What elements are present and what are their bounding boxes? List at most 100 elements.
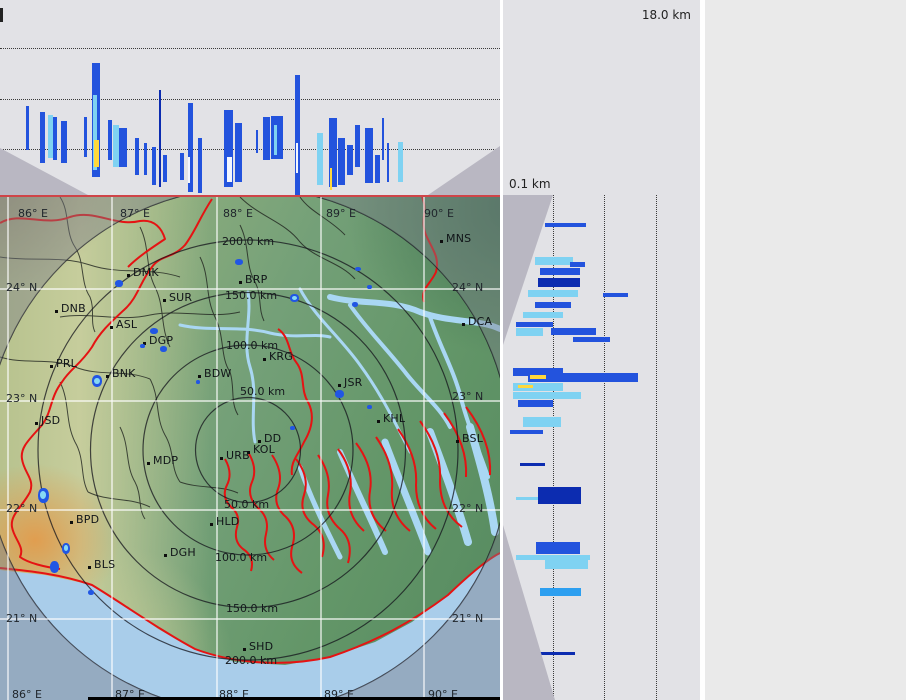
profile-bar <box>84 117 87 157</box>
profile-bar <box>536 542 580 554</box>
profile-bar <box>188 103 193 192</box>
city-dot <box>258 440 261 443</box>
echo-blob <box>160 346 167 352</box>
profile-bar <box>256 130 258 153</box>
city-dot <box>210 523 213 526</box>
profile-bar <box>510 430 543 434</box>
profile-bar <box>530 375 546 379</box>
echo-blob <box>62 543 70 554</box>
profile-bar <box>523 417 561 427</box>
city-label: URB <box>226 449 250 462</box>
city-label: SHD <box>249 640 274 653</box>
graticule <box>0 197 500 700</box>
range-ring-label: 50.0 km <box>224 498 270 511</box>
profile-bar <box>61 121 67 163</box>
city-dot <box>456 440 459 443</box>
lon-label: 90° E <box>424 207 454 220</box>
profile-bar <box>516 497 538 500</box>
profile-bar <box>355 125 360 167</box>
lon-label: 87° E <box>120 207 150 220</box>
range-ring-label: 150.0 km <box>226 602 279 615</box>
echo-blob <box>367 405 372 409</box>
lon-label: 86° E <box>12 688 42 700</box>
city-label: KHL <box>383 412 406 425</box>
echo-blob <box>335 390 344 398</box>
profile-bar <box>113 125 119 167</box>
profile-bar <box>520 463 545 466</box>
echo-blob <box>38 488 49 503</box>
city-dot <box>220 457 223 460</box>
profile-bar <box>26 106 29 150</box>
echo-core <box>94 377 100 384</box>
profile-bar <box>528 373 638 382</box>
profile-bar <box>163 155 167 182</box>
city-dot <box>35 422 38 425</box>
city-dot <box>55 310 58 313</box>
profile-bar <box>516 555 590 560</box>
profile-bar <box>545 560 588 569</box>
city-dot <box>377 420 380 423</box>
city-dot <box>70 521 73 524</box>
profile-bar <box>535 302 571 308</box>
window-corner-tick <box>0 8 3 22</box>
city-label: BRP <box>245 273 268 286</box>
profile-bar <box>227 157 232 182</box>
city-dot <box>88 566 91 569</box>
profile-bar <box>516 322 553 327</box>
echo-blob <box>150 328 158 334</box>
profile-bar <box>375 155 380 183</box>
city-label: DMK <box>133 266 159 279</box>
echo-core <box>63 545 68 551</box>
city-label: DD <box>264 432 282 445</box>
echo-blob <box>290 426 295 430</box>
city-label: BDW <box>204 367 232 380</box>
profile-bar <box>188 157 190 183</box>
city-label: PRL <box>56 357 78 370</box>
profile-bar <box>570 262 585 267</box>
echo-blob <box>290 294 299 302</box>
profile-bar <box>398 142 403 182</box>
echo-blob <box>355 267 361 271</box>
top-height-profile-panel <box>0 0 500 195</box>
city-label: SUR <box>169 291 193 304</box>
city-label: DGH <box>170 546 196 559</box>
profile-bar <box>108 120 112 160</box>
lon-label: 86° E <box>18 207 48 220</box>
profile-bar <box>513 383 563 391</box>
echo-blob <box>235 259 243 265</box>
state-boundaries <box>0 197 500 664</box>
lat-label: 22° N <box>6 502 38 515</box>
profile-bar <box>347 145 353 175</box>
profile-bar <box>159 90 161 187</box>
profile-bar <box>540 268 580 275</box>
profile-bar <box>48 115 53 158</box>
city-label: MDP <box>153 454 179 467</box>
height-min-label: 0.1 km <box>509 177 551 191</box>
city-dot <box>164 554 167 557</box>
echo-blob <box>88 590 94 595</box>
lon-label: 89° E <box>326 207 356 220</box>
profile-bar <box>538 278 580 287</box>
echo-core <box>40 491 47 499</box>
city-dot <box>106 375 109 378</box>
district-boundaries <box>0 197 356 520</box>
profile-bar <box>295 75 300 195</box>
height-gridline <box>553 195 554 700</box>
profile-bar <box>523 312 563 318</box>
city-dot <box>243 648 246 651</box>
city-label: BNK <box>112 367 136 380</box>
profile-bar <box>180 153 184 180</box>
lat-label: 21° N <box>6 612 38 625</box>
range-ring-label: 100.0 km <box>226 339 279 352</box>
city-dot <box>263 358 266 361</box>
city-dot <box>143 342 146 345</box>
profile-bar <box>513 368 563 376</box>
city-dot <box>440 240 443 243</box>
range-ring-label: 200.0 km <box>222 235 275 248</box>
axis-corner-panel: 18.0 km 0.1 km <box>500 0 703 195</box>
profile-bar <box>152 147 156 185</box>
profile-bar <box>330 168 332 190</box>
profile-bar <box>603 293 628 297</box>
city-dot <box>338 384 341 387</box>
city-label: DNB <box>61 302 86 315</box>
